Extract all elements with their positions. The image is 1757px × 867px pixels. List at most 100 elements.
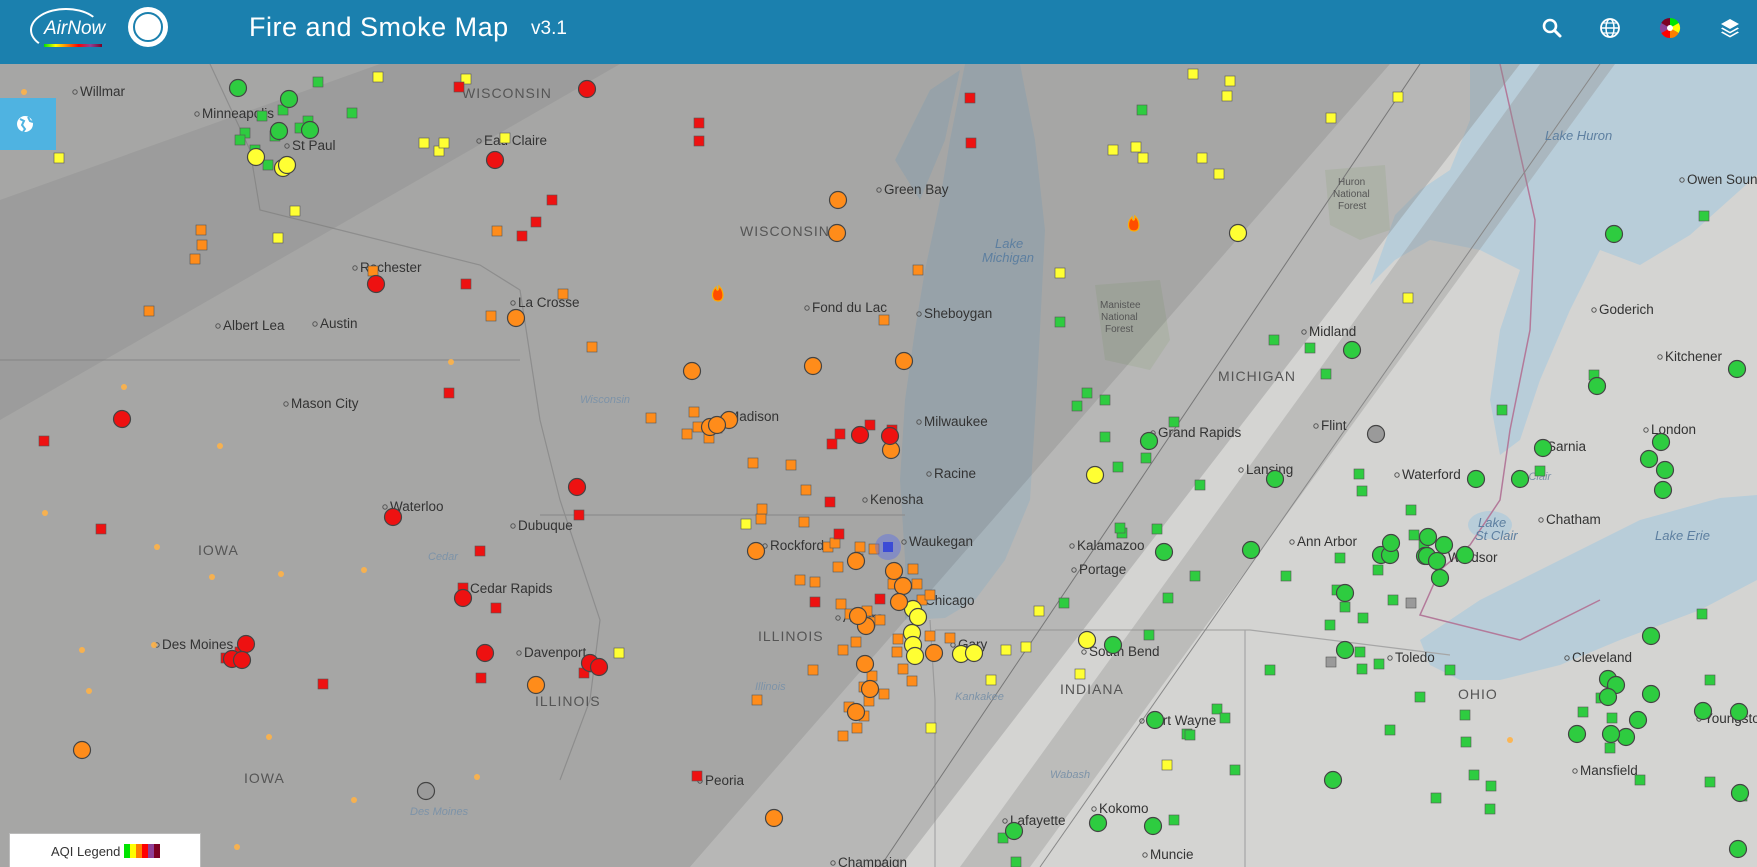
- sensor-square[interactable]: [835, 598, 847, 610]
- sensor-square[interactable]: [850, 636, 862, 648]
- sensor-square[interactable]: [1280, 570, 1292, 582]
- sensor-square[interactable]: [1577, 706, 1589, 718]
- sensor-square[interactable]: [833, 528, 845, 540]
- sensor-square[interactable]: [829, 537, 841, 549]
- sensor-square[interactable]: [755, 513, 767, 525]
- sensor-square[interactable]: [1020, 641, 1032, 653]
- sensor-square[interactable]: [751, 694, 763, 706]
- sensor-square[interactable]: [965, 137, 977, 149]
- globe-icon[interactable]: [1598, 16, 1622, 40]
- monitor-circle[interactable]: [905, 646, 925, 666]
- sensor-square[interactable]: [1187, 68, 1199, 80]
- monitor-circle[interactable]: [1641, 626, 1661, 646]
- sensor-square[interactable]: [1485, 780, 1497, 792]
- sensor-square[interactable]: [1194, 479, 1206, 491]
- monitor-circle[interactable]: [506, 308, 526, 328]
- sensor-square[interactable]: [1384, 724, 1396, 736]
- sensor-square[interactable]: [372, 71, 384, 83]
- monitor-circle[interactable]: [577, 79, 597, 99]
- sensor-square[interactable]: [1168, 416, 1180, 428]
- sensor-square[interactable]: [453, 81, 465, 93]
- sensor-square[interactable]: [985, 674, 997, 686]
- monitor-circle[interactable]: [1728, 839, 1748, 859]
- sensor-square[interactable]: [800, 484, 812, 496]
- sensor-square[interactable]: [925, 722, 937, 734]
- sensor-square[interactable]: [485, 310, 497, 322]
- sensor-square[interactable]: [868, 543, 880, 555]
- monitor-circle[interactable]: [1004, 821, 1024, 841]
- monitor-circle[interactable]: [746, 541, 766, 561]
- sensor-square[interactable]: [1130, 141, 1142, 153]
- sensor-square[interactable]: [573, 509, 585, 521]
- sensor-square[interactable]: [864, 419, 876, 431]
- sensor-square[interactable]: [1211, 703, 1223, 715]
- sensor-square[interactable]: [438, 137, 450, 149]
- sensor-square[interactable]: [1140, 452, 1152, 464]
- monitor-circle[interactable]: [1729, 702, 1749, 722]
- monitor-circle[interactable]: [1587, 376, 1607, 396]
- sensor-square[interactable]: [1143, 629, 1155, 641]
- sensor-square[interactable]: [1387, 594, 1399, 606]
- monitor-circle[interactable]: [72, 740, 92, 760]
- sensor-square[interactable]: [837, 730, 849, 742]
- monitor-circle[interactable]: [1628, 710, 1648, 730]
- sensor-square[interactable]: [878, 688, 890, 700]
- sensor-square[interactable]: [1414, 691, 1426, 703]
- monitor-circle[interactable]: [1139, 431, 1159, 451]
- sensor-square[interactable]: [312, 76, 324, 88]
- monitor-circle[interactable]: [1145, 710, 1165, 730]
- fire-detection-dot[interactable]: [21, 89, 27, 95]
- monitor-circle[interactable]: [236, 634, 256, 654]
- sensor-square[interactable]: [234, 134, 246, 146]
- monitor-circle[interactable]: [855, 654, 875, 674]
- sensor-square[interactable]: [1606, 712, 1618, 724]
- monitor-circle[interactable]: [1088, 813, 1108, 833]
- sensor-square[interactable]: [367, 265, 379, 277]
- sensor-square[interactable]: [1151, 523, 1163, 535]
- sensor-square[interactable]: [785, 459, 797, 471]
- sensor-square[interactable]: [897, 663, 909, 675]
- monitor-circle[interactable]: [300, 120, 320, 140]
- sensor-square[interactable]: [1373, 658, 1385, 670]
- monitor-circle[interactable]: [475, 643, 495, 663]
- sensor-square[interactable]: [1324, 619, 1336, 631]
- monitor-circle[interactable]: [1077, 630, 1097, 650]
- aqi-legend-button[interactable]: AQI Legend: [9, 833, 201, 867]
- sensor-square[interactable]: [1356, 485, 1368, 497]
- sensor-square[interactable]: [1698, 210, 1710, 222]
- sensor-square[interactable]: [1161, 759, 1173, 771]
- fire-detection-dot[interactable]: [278, 571, 284, 577]
- monitor-circle[interactable]: [416, 781, 436, 801]
- monitor-circle[interactable]: [1730, 783, 1750, 803]
- sensor-square[interactable]: [1033, 605, 1045, 617]
- fire-detection-dot[interactable]: [209, 574, 215, 580]
- sensor-square[interactable]: [997, 832, 1009, 844]
- sensor-square[interactable]: [1099, 431, 1111, 443]
- monitor-circle[interactable]: [1434, 535, 1454, 555]
- fire-detection-dot[interactable]: [121, 384, 127, 390]
- sensor-square[interactable]: [1074, 668, 1086, 680]
- sensor-square[interactable]: [911, 578, 923, 590]
- monitor-circle[interactable]: [246, 147, 266, 167]
- aqi-color-wheel-icon[interactable]: [1658, 16, 1682, 40]
- sensor-square[interactable]: [756, 503, 768, 515]
- sensor-square[interactable]: [1114, 522, 1126, 534]
- sensor-square[interactable]: [1000, 644, 1012, 656]
- monitor-circle[interactable]: [269, 121, 289, 141]
- sensor-square[interactable]: [1224, 75, 1236, 87]
- sensor-square[interactable]: [1408, 529, 1420, 541]
- sensor-square[interactable]: [874, 614, 886, 626]
- monitor-circle[interactable]: [1641, 684, 1661, 704]
- monitor-circle[interactable]: [682, 361, 702, 381]
- monitor-circle[interactable]: [1241, 540, 1261, 560]
- fire-detection-dot[interactable]: [79, 647, 85, 653]
- sensor-square[interactable]: [1704, 776, 1716, 788]
- sensor-square[interactable]: [964, 92, 976, 104]
- monitor-circle[interactable]: [1651, 432, 1671, 452]
- monitor-circle[interactable]: [889, 592, 909, 612]
- sensor-square[interactable]: [826, 438, 838, 450]
- sensor-square[interactable]: [289, 205, 301, 217]
- monitor-circle[interactable]: [1655, 460, 1675, 480]
- sensor-square[interactable]: [1704, 674, 1716, 686]
- sensor-square[interactable]: [546, 194, 558, 206]
